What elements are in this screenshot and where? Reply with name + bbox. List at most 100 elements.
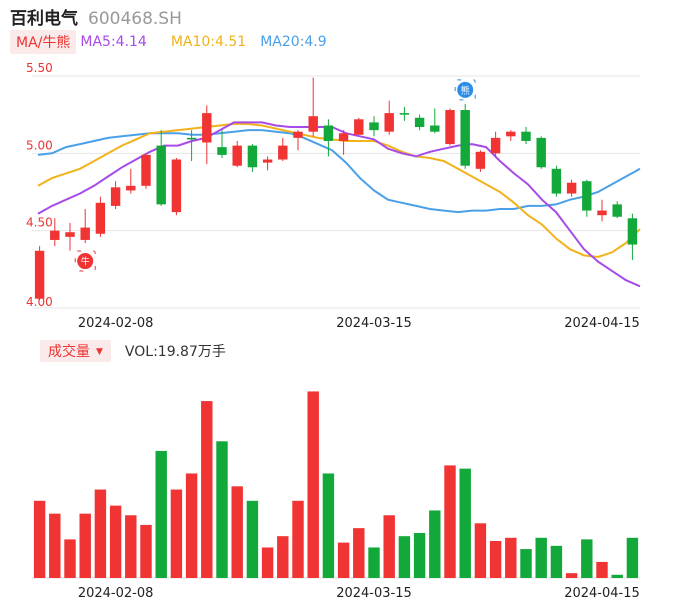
volume-selector-button[interactable]: 成交量 ▼ — [40, 340, 111, 362]
ma-selector-button[interactable]: MA/牛熊 — [10, 30, 77, 54]
volume-bar — [322, 473, 335, 578]
volume-bar — [140, 524, 152, 578]
candle-body — [217, 147, 227, 155]
signal-badge — [457, 81, 474, 98]
y-tick-label: 4.00 — [26, 295, 53, 309]
candle-body — [627, 218, 638, 245]
candle-body — [551, 168, 562, 194]
volume-bar — [201, 401, 213, 578]
candle-body — [232, 145, 242, 166]
volume-bar — [49, 513, 61, 578]
signal-badge-frame — [74, 250, 96, 272]
volume-bar — [368, 547, 380, 578]
caret-down-icon: ▼ — [96, 347, 103, 357]
volume-bar — [626, 537, 639, 578]
candle-body — [202, 113, 212, 143]
volume-bar — [459, 468, 471, 578]
volume-bar — [277, 536, 289, 578]
candle-body — [80, 227, 90, 240]
volume-bar — [581, 539, 593, 578]
volume-bar — [94, 489, 107, 578]
volume-bar — [79, 513, 91, 578]
volume-bar — [398, 536, 411, 578]
x-tick-label: 2024-03-15 — [336, 586, 412, 601]
volume-selector-label: 成交量 — [48, 344, 90, 360]
volume-bar — [383, 515, 395, 578]
candle-body — [597, 210, 607, 216]
candle-body — [399, 113, 410, 115]
candle-body — [384, 113, 394, 132]
candle-body — [338, 133, 349, 141]
ma5-label: MA5:4.14 — [80, 34, 147, 50]
volume-legend: 成交量 ▼ VOL:19.87万手 — [40, 340, 226, 362]
ma-legend: MA/牛熊 MA5:4.14 MA10:4.51 MA20:4.9 — [10, 30, 327, 54]
candle-body — [65, 232, 75, 237]
candle-body — [369, 122, 379, 131]
candle-body — [262, 159, 273, 163]
volume-bar — [565, 573, 578, 578]
volume-bar — [550, 545, 563, 578]
y-tick-label: 5.00 — [26, 138, 53, 152]
signal-badge-frame — [454, 79, 476, 101]
candle-body — [414, 117, 425, 128]
candle-body — [506, 131, 516, 137]
x-tick-label: 2024-04-15 — [564, 316, 640, 331]
volume-bar — [505, 537, 517, 578]
volume-bar — [596, 561, 608, 578]
volume-bar — [155, 450, 167, 578]
stock-code: 600468.SH — [88, 9, 182, 29]
candle-body — [110, 187, 121, 206]
volume-bar — [444, 465, 456, 578]
candle-body — [171, 159, 182, 213]
signal-badge-label: 熊 — [461, 84, 470, 96]
candle-body — [308, 116, 318, 132]
volume-bar — [489, 541, 502, 578]
candle-body — [186, 137, 197, 140]
volume-bar — [429, 510, 441, 578]
volume-bar — [125, 515, 137, 578]
candle-body — [582, 181, 592, 211]
volume-bar — [64, 539, 76, 578]
volume-bar — [353, 528, 365, 578]
candle-body — [430, 125, 440, 132]
candle-body — [95, 202, 106, 234]
x-tick-label: 2024-02-08 — [78, 316, 154, 331]
candle-body — [490, 137, 501, 154]
volume-bar — [535, 537, 547, 578]
volume-bar — [109, 505, 122, 578]
candle-body — [50, 230, 60, 240]
volume-bar — [231, 486, 243, 578]
y-tick-label: 5.50 — [26, 61, 53, 75]
volume-bar — [216, 441, 228, 578]
candle-body — [278, 145, 288, 160]
volume-bar — [520, 549, 532, 578]
volume-bar — [337, 542, 350, 578]
candle-body — [141, 154, 151, 186]
x-tick-label: 2024-03-15 — [336, 316, 412, 331]
candle-body — [536, 137, 546, 168]
candle-body — [293, 131, 303, 138]
volume-value: VOL:19.87万手 — [124, 344, 226, 360]
volume-bar — [170, 489, 183, 578]
candle-body — [156, 145, 166, 205]
volume-bar — [185, 473, 198, 578]
x-tick-label: 2024-02-08 — [78, 586, 154, 601]
ma5-line — [37, 121, 641, 288]
ma20-label: MA20:4.9 — [260, 34, 327, 50]
candle-body — [34, 250, 45, 299]
volume-bar — [413, 532, 426, 578]
candle-body — [323, 125, 334, 141]
signal-badge-label: 牛 — [81, 256, 90, 268]
candle-body — [247, 145, 258, 168]
candle-body — [445, 110, 455, 145]
ma20-line — [37, 129, 641, 214]
volume-bar — [307, 391, 319, 578]
y-tick-label: 4.50 — [26, 216, 53, 230]
candle-body — [566, 182, 577, 194]
x-tick-label: 2024-04-15 — [564, 586, 640, 601]
volume-bar — [33, 500, 46, 578]
candle-body — [521, 131, 531, 141]
volume-bar — [474, 523, 487, 578]
volume-bar — [261, 547, 274, 578]
